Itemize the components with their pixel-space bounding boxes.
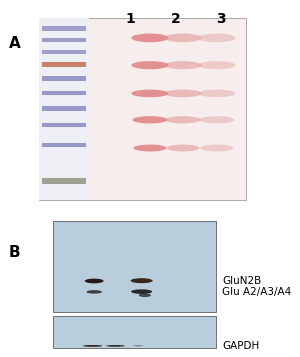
Text: B: B <box>9 245 21 260</box>
Ellipse shape <box>131 289 152 294</box>
Ellipse shape <box>131 34 169 42</box>
Bar <box>42 26 86 31</box>
Text: 1: 1 <box>126 12 135 26</box>
Bar <box>52 221 216 312</box>
Bar <box>42 38 86 42</box>
Ellipse shape <box>199 116 235 124</box>
Bar <box>42 91 86 95</box>
Bar <box>42 122 86 127</box>
Ellipse shape <box>86 290 102 293</box>
Ellipse shape <box>106 345 125 347</box>
Bar <box>42 143 86 147</box>
Ellipse shape <box>83 345 102 347</box>
Ellipse shape <box>131 90 169 97</box>
Bar <box>42 76 86 81</box>
Bar <box>42 61 86 67</box>
Ellipse shape <box>164 61 202 69</box>
Bar <box>52 316 216 348</box>
Ellipse shape <box>167 145 200 151</box>
Bar <box>42 50 86 54</box>
Ellipse shape <box>130 278 153 283</box>
Ellipse shape <box>165 116 201 124</box>
Bar <box>39 18 246 200</box>
Ellipse shape <box>131 61 169 69</box>
Ellipse shape <box>198 90 236 97</box>
Ellipse shape <box>164 90 202 97</box>
Bar <box>42 178 86 183</box>
Ellipse shape <box>198 61 236 69</box>
Text: GAPDH: GAPDH <box>222 341 259 351</box>
Ellipse shape <box>132 116 167 124</box>
Text: GluN2B: GluN2B <box>222 276 261 286</box>
Text: 2: 2 <box>171 12 180 26</box>
Bar <box>42 106 86 111</box>
Ellipse shape <box>134 145 166 151</box>
Ellipse shape <box>198 34 236 42</box>
Text: 3: 3 <box>216 12 225 26</box>
Ellipse shape <box>139 293 151 297</box>
Bar <box>39 18 88 200</box>
Ellipse shape <box>200 145 233 151</box>
Text: A: A <box>9 36 21 51</box>
Text: Glu A2/A3/A4: Glu A2/A3/A4 <box>222 287 291 297</box>
Ellipse shape <box>85 278 104 283</box>
Ellipse shape <box>164 34 202 42</box>
